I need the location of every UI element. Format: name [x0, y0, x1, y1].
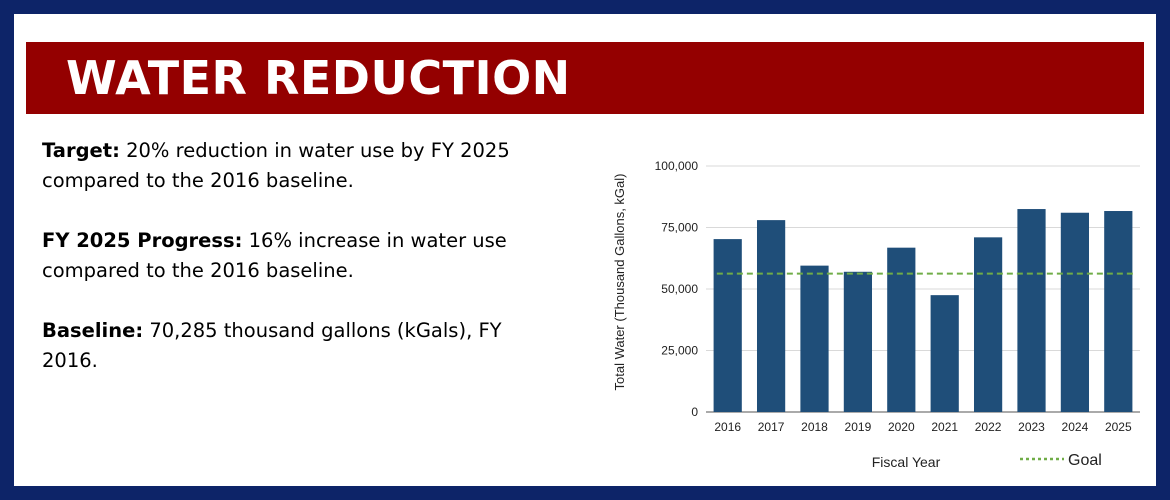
baseline-label: Baseline:: [42, 319, 144, 342]
y-tick-label: 0: [691, 405, 698, 419]
x-tick-label: 2025: [1105, 420, 1132, 434]
y-tick-label: 100,000: [655, 159, 699, 173]
bar-2021: [930, 295, 959, 412]
info-text: Target: 20% reduction in water use by FY…: [42, 136, 522, 406]
legend: Goal: [1020, 452, 1102, 469]
page-title: WATER REDUCTION: [66, 51, 571, 105]
x-tick-labels: 2016 2017 2018 2019 2020 2021 2022 2023 2024 2025: [714, 420, 1132, 434]
x-tick-label: 2020: [888, 420, 915, 434]
bar-2023: [1017, 209, 1046, 412]
x-tick-label: 2017: [758, 420, 785, 434]
bar-2024: [1060, 212, 1090, 412]
y-tick-label: 50,000: [661, 282, 698, 296]
bar-2020: [887, 247, 916, 412]
bar-2016: [713, 239, 742, 412]
x-tick-label: 2021: [931, 420, 958, 434]
card-panel: WATER REDUCTION Target: 20% reduction in…: [14, 14, 1156, 486]
bar-2022: [973, 237, 1003, 412]
x-tick-label: 2022: [975, 420, 1002, 434]
bar-2019: [843, 271, 873, 412]
y-tick-labels: 0 25,000 50,000 75,000 100,000: [655, 159, 699, 419]
x-tick-label: 2018: [801, 420, 828, 434]
target-paragraph: Target: 20% reduction in water use by FY…: [42, 136, 522, 196]
bar-2018: [800, 265, 829, 412]
goal-legend-label: Goal: [1068, 452, 1102, 469]
x-tick-label: 2019: [845, 420, 872, 434]
progress-text: 16% increase in water use compared to th…: [42, 229, 507, 282]
baseline-text: 70,285 thousand gallons (kGals), FY 2016…: [42, 319, 502, 372]
progress-paragraph: FY 2025 Progress: 16% increase in water …: [42, 226, 522, 286]
x-axis-label: Fiscal Year: [872, 454, 941, 470]
bar-2017: [756, 220, 786, 412]
progress-label: FY 2025 Progress:: [42, 229, 243, 252]
title-banner: WATER REDUCTION: [26, 42, 1144, 114]
target-text: 20% reduction in water use by FY 2025 co…: [42, 139, 510, 192]
y-tick-label: 25,000: [661, 344, 698, 358]
baseline-paragraph: Baseline: 70,285 thousand gallons (kGals…: [42, 316, 522, 376]
x-tick-label: 2024: [1062, 420, 1089, 434]
x-tick-label: 2016: [714, 420, 741, 434]
y-axis-label: Total Water (Thousand Gallons, kGal): [612, 174, 627, 391]
x-tick-label: 2023: [1018, 420, 1045, 434]
y-tick-label: 75,000: [661, 221, 698, 235]
target-label: Target:: [42, 139, 120, 162]
bars: [713, 209, 1133, 412]
bar-2025: [1104, 211, 1133, 412]
